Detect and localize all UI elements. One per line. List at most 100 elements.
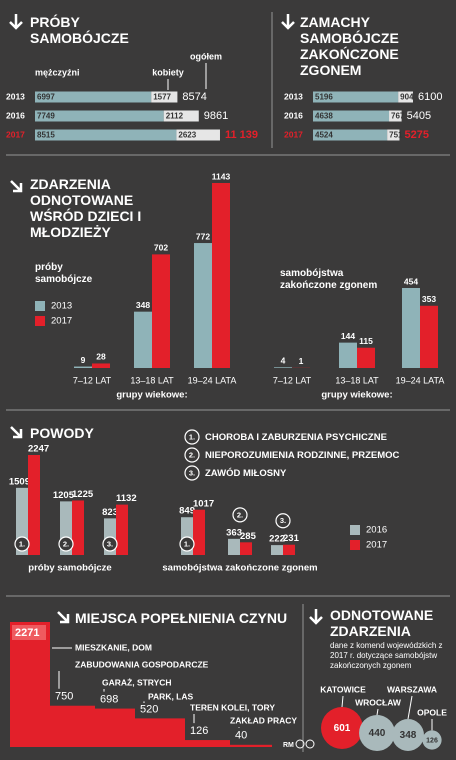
category-label: 2. (237, 510, 243, 519)
total-name: ogółem (190, 51, 222, 61)
bar (228, 538, 240, 555)
bubble (422, 730, 442, 750)
x-tick-label: 7–12 LAT (273, 375, 312, 385)
arrow-icon (9, 14, 23, 30)
bar-segment (151, 91, 178, 103)
value-label: 1205 (53, 490, 75, 501)
legend-label: 2013 (51, 301, 72, 312)
subtitle: dane z komend wojewódzkich z 2017 r. dot… (330, 641, 443, 670)
value-label: 1143 (212, 171, 231, 181)
legend-swatch (35, 316, 45, 326)
x-axis-label: grupy wiekowe: (116, 390, 187, 401)
segment-label: 2112 (166, 112, 184, 121)
credit: RM (283, 742, 294, 749)
x-tick-label: 19–24 LATA (188, 375, 237, 385)
segment-label: 2623 (178, 131, 196, 140)
bar (152, 254, 170, 368)
segment-label: 8515 (37, 131, 55, 140)
category-badge (58, 536, 74, 552)
x-axis-label: samobójstwa zakończone zgonem (162, 563, 317, 574)
arrow-icon (57, 611, 70, 624)
category-label: PARK, LAS (148, 691, 194, 701)
bar (28, 455, 40, 555)
category-label: MIESZKANIE, DOM (75, 642, 152, 652)
arrows (9, 14, 323, 625)
segment-label: 4638 (315, 112, 333, 121)
reason-label: CHOROBA I ZABURZENIA PSYCHICZNE (205, 432, 387, 443)
category-badge (184, 447, 200, 463)
bar-segment (389, 110, 402, 122)
value-label: 520 (140, 703, 158, 715)
segment-label: 767 (391, 112, 405, 121)
category-label: 3. (280, 516, 286, 525)
year-label: 2016 (284, 110, 303, 120)
value-label: 348 (136, 300, 150, 310)
reason-label: NIEPOROZUMIENIA RODZINNE, PRZEMOC (205, 450, 400, 461)
value-label: 440 (369, 728, 386, 739)
value-label: 126 (190, 725, 208, 737)
bar-segment (313, 110, 390, 122)
bar-segment (35, 110, 164, 122)
x-tick-label: 13–18 LAT (335, 375, 379, 385)
category-badge (102, 536, 118, 552)
arrow-icon (10, 426, 23, 439)
category-label: 2. (189, 450, 195, 459)
value-label: 772 (196, 231, 210, 241)
bar (271, 545, 283, 555)
bar (240, 542, 252, 555)
total-label: 8574 (182, 91, 206, 103)
value-label: 2271 (15, 627, 39, 639)
section-title: PRÓBY SAMOBÓJCZE (30, 14, 129, 46)
x-axis-label: próby samobójcze (28, 563, 111, 574)
section-title: POWODY (30, 425, 94, 441)
category-label: KATOWICE (320, 684, 366, 694)
value-label: 222 (269, 534, 285, 545)
dividers (6, 12, 450, 752)
bar (116, 504, 128, 555)
x-tick-label: 19–24 LATA (396, 375, 445, 385)
segment-label: 4524 (315, 131, 333, 140)
legend-label: 2017 (366, 540, 387, 551)
icon (305, 739, 315, 749)
value-label: 231 (283, 533, 300, 544)
legend-swatch (350, 540, 360, 550)
category-badge (184, 465, 200, 481)
value-label: 40 (235, 730, 247, 742)
bar (194, 243, 212, 368)
value-label: 454 (404, 276, 418, 286)
category-label: 3. (107, 539, 113, 548)
year-label: 2017 (6, 129, 25, 139)
segment-label: 6997 (37, 93, 55, 102)
category-label: GARAŻ, STRYCH (102, 677, 172, 687)
year-label: 2016 (6, 110, 25, 120)
bubble (321, 707, 363, 749)
category-label: 2. (63, 539, 69, 548)
subtitle: próby samobójcze (35, 262, 93, 285)
category-badge (14, 536, 30, 552)
value-label: 698 (100, 693, 118, 705)
category-label: ZAKŁAD PRACY (230, 715, 297, 725)
bar (134, 311, 152, 368)
section-title: ZAMACHY SAMOBÓJCZE ZAKOŃCZONE ZGONEM (300, 14, 399, 78)
bar-segment (398, 91, 413, 103)
bar-segment (35, 91, 152, 103)
year-label: 2013 (6, 91, 25, 101)
segment-label: 1577 (153, 93, 171, 102)
value-label: 1225 (72, 489, 94, 500)
bar-segment (35, 129, 177, 141)
arrow-icon (10, 180, 23, 193)
section-title: ODNOTOWANE ZDARZENIA (330, 607, 434, 639)
value-label: 4 (281, 356, 286, 366)
pointer (376, 708, 379, 716)
icon (295, 739, 305, 749)
x-axis-label: grupy wiekowe: (321, 390, 392, 401)
value-label: 1017 (193, 498, 214, 509)
value-label: 2247 (28, 444, 49, 455)
bubble (359, 715, 395, 751)
value-label: 702 (154, 243, 168, 253)
bar-segment (387, 129, 400, 141)
category-badge (184, 429, 200, 445)
category-label: WARSZAWA (387, 684, 437, 694)
